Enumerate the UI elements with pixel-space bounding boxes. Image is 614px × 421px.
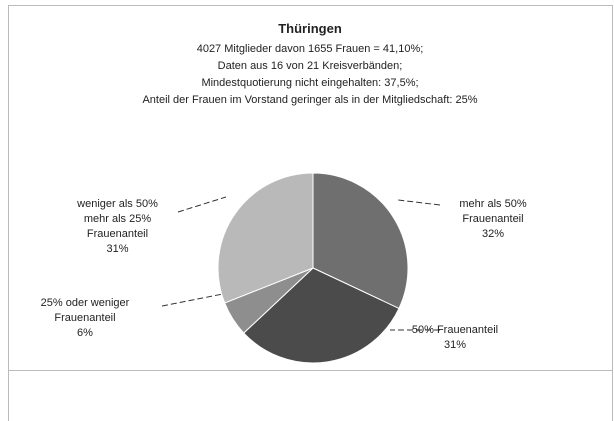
chart-title: Thüringen (278, 21, 342, 36)
subtitle: 4027 Mitglieder davon 1655 Frauen = 41,1… (8, 41, 612, 109)
category-label: 25% oder weniger Frauenanteil (40, 297, 130, 324)
leader-line (397, 199, 441, 206)
value-label: 31% (106, 243, 129, 255)
value-label: 32% (481, 228, 505, 240)
category-label: mehr als 50% Frauenanteil (459, 198, 527, 225)
data-label: mehr als 50% Frauenanteil 32% (445, 197, 541, 242)
subtitle-line: 4027 Mitglieder davon 1655 Frauen = 41,1… (196, 43, 424, 55)
pie (161, 172, 441, 364)
subtitle-line: Mindestquotierung nicht eingehalten: 37,… (201, 77, 419, 89)
pie-slice (217, 172, 314, 304)
leader-line (177, 196, 227, 213)
subtitle-line: Anteil der Frauen im Vorstand geringer a… (142, 94, 478, 106)
data-label: 50% Frauenanteil 31% (395, 323, 515, 353)
leader-line (161, 292, 229, 307)
data-label: weniger als 50% mehr als 25% Frauenantei… (70, 197, 165, 257)
category-label: weniger als 50% mehr als 25% Frauenantei… (77, 198, 158, 240)
subtitle-line: Daten aus 16 von 21 Kreisverbänden; (217, 60, 403, 72)
pie-slice (312, 172, 409, 310)
pie-slice (243, 267, 400, 364)
data-label: 25% oder weniger Frauenanteil 6% (30, 296, 140, 341)
value-label: 6% (77, 327, 93, 339)
category-label: 50% Frauenanteil (411, 324, 499, 336)
value-label: 31% (443, 339, 467, 351)
